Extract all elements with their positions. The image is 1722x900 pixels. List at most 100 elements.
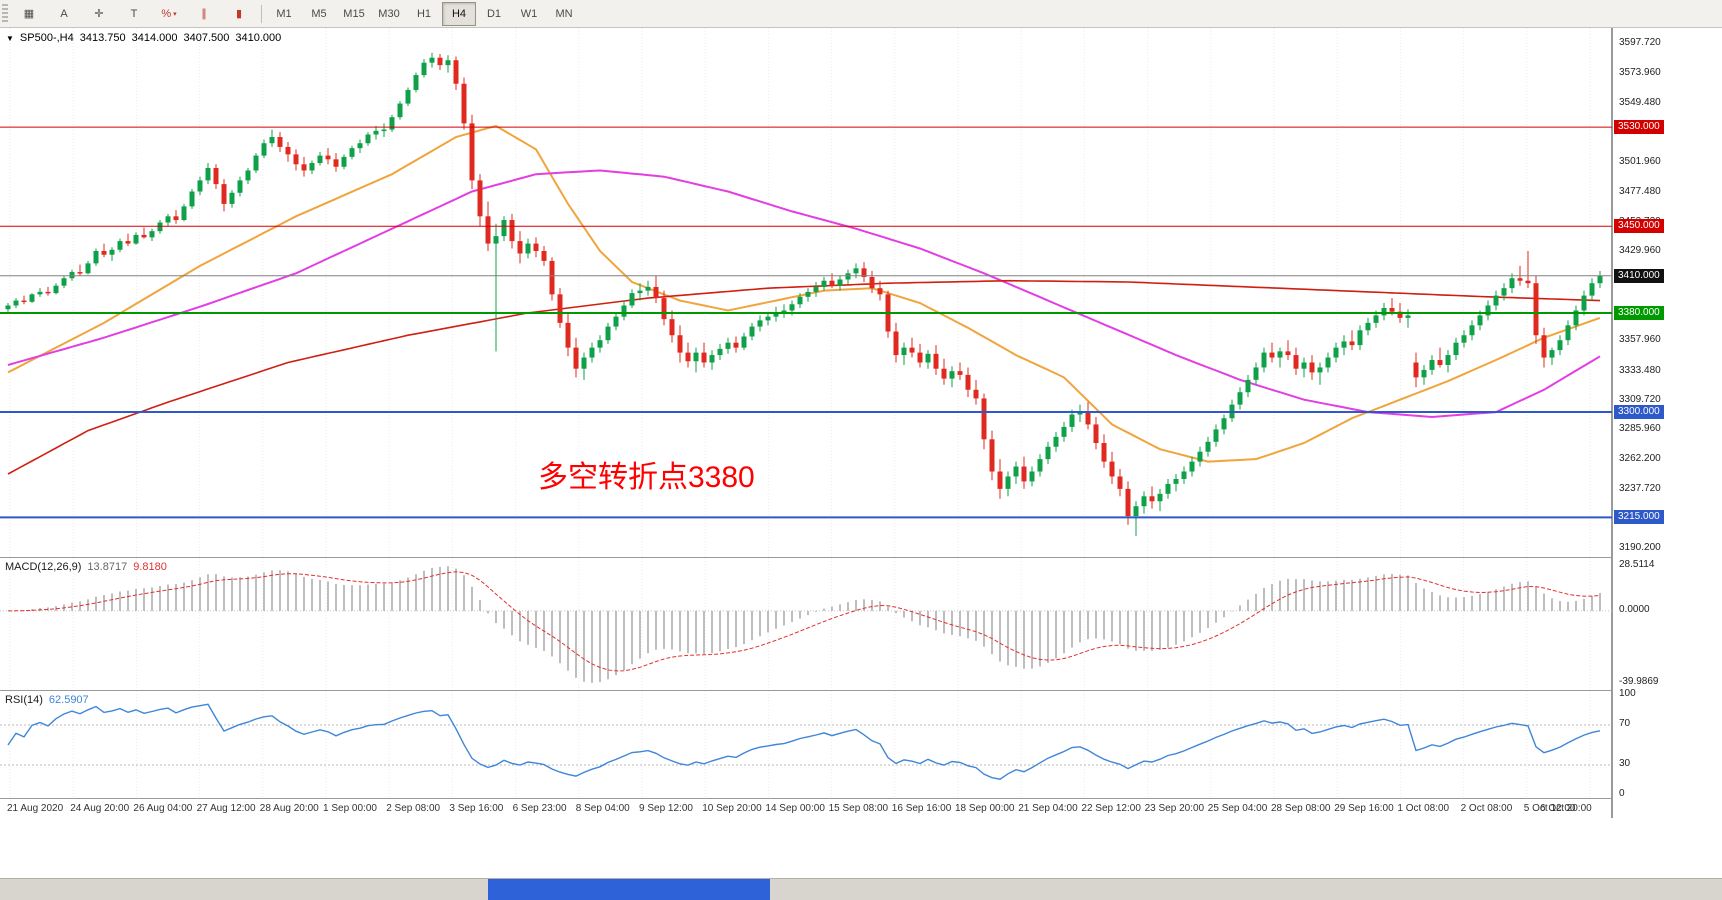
- text-tool-button[interactable]: T: [117, 2, 151, 26]
- rsi-chart-canvas[interactable]: [0, 691, 1612, 799]
- taskbar: [0, 878, 1722, 900]
- price-chart-panel[interactable]: ▼ SP500-,H4 3413.750 3414.000 3407.500 3…: [0, 28, 1612, 557]
- macd-main-value: 13.8717: [87, 561, 128, 573]
- timeframe-mn-button[interactable]: MN: [555, 7, 573, 20]
- timeframe-m1-button[interactable]: M1: [276, 7, 292, 20]
- timeframe-m30-button[interactable]: M30: [378, 7, 400, 20]
- candle-chart-type-button[interactable]: ▮: [222, 2, 256, 26]
- date-label: 5 Oct 12:00: [1523, 803, 1576, 814]
- macd-grid-layer: [0, 558, 1612, 691]
- macd-title: MACD(12,26,9): [5, 561, 82, 573]
- ohlc-high: 3414.000: [131, 32, 178, 44]
- timeframe-h4-button[interactable]: H4: [442, 1, 476, 26]
- date-label: 18 Sep 00:00: [955, 803, 1015, 814]
- date-label: 21 Sep 04:00: [1018, 803, 1078, 814]
- macd-signal-value: 9.8180: [133, 561, 167, 573]
- ohlc-low: 3407.500: [183, 32, 230, 44]
- rsi-line: [7, 703, 1601, 780]
- candlestick-chart-canvas[interactable]: [0, 28, 1612, 557]
- crosshair-icon: ✛: [94, 8, 104, 20]
- y-axis-tick: 3285.960: [1619, 423, 1661, 435]
- price-level-label: 3530.000: [1614, 120, 1664, 135]
- candle-chart-icon: ▮: [235, 8, 243, 20]
- y-axis-tick: 3573.960: [1619, 66, 1661, 78]
- y-axis-tick: 3333.480: [1619, 364, 1661, 376]
- price-level-label: 3450.000: [1614, 219, 1664, 234]
- date-label: 6 Sep 23:00: [512, 803, 567, 814]
- chevron-down-icon: ▾: [173, 10, 177, 18]
- ma-mid: [7, 169, 1601, 419]
- date-label: 24 Aug 20:00: [70, 803, 130, 814]
- symbol-timeframe-label: SP500-,H4: [19, 32, 74, 44]
- rsi-label: RSI(14) 62.5907: [5, 694, 89, 706]
- taskbar-active-item[interactable]: [488, 879, 770, 900]
- date-label: 10 Sep 20:00: [702, 803, 762, 814]
- date-label: 23 Sep 20:00: [1144, 803, 1205, 814]
- macd-axis-label: 0.0000: [1619, 603, 1650, 615]
- ohlc-open: 3413.750: [79, 32, 126, 44]
- timeframe-m5-button[interactable]: M5: [311, 7, 327, 20]
- date-label: 3 Sep 16:00: [449, 803, 504, 814]
- rsi-value: 62.5907: [48, 694, 89, 706]
- y-axis-tick: 3597.720: [1619, 37, 1661, 49]
- bar-chart-type-button[interactable]: ∥: [187, 2, 221, 26]
- date-label: 1 Oct 08:00: [1397, 803, 1450, 814]
- rsi-axis-label: 0: [1619, 788, 1625, 799]
- date-label: 2 Oct 08:00: [1460, 803, 1513, 814]
- macd-axis-label: -39.9869: [1619, 675, 1659, 687]
- crosshair-button[interactable]: ✛: [82, 2, 116, 26]
- macd-axis-label: 28.5114: [1619, 559, 1655, 571]
- date-label: 6 Oct 20:00: [1540, 803, 1592, 814]
- date-label: 8 Sep 04:00: [575, 803, 630, 814]
- y-axis-tick: 3309.720: [1619, 394, 1661, 405]
- rsi-grid-layer: [0, 691, 1612, 799]
- rsi-axis-label: 100: [1619, 688, 1636, 699]
- new-chart-button[interactable]: ▦: [12, 2, 46, 26]
- cursor-button[interactable]: A: [47, 2, 81, 26]
- price-axis[interactable]: 3597.7203573.9603549.4803525.7203501.960…: [1612, 28, 1722, 818]
- date-label: 25 Sep 04:00: [1207, 803, 1268, 814]
- chart-annotation-text: 多空转折点3380: [538, 461, 755, 494]
- macd-histogram-layer: [15, 566, 1601, 683]
- moving-averages-layer: [7, 124, 1601, 475]
- y-axis-tick: 3477.480: [1619, 186, 1661, 198]
- percent-scale-button[interactable]: % ▾: [152, 2, 186, 26]
- macd-indicator-panel[interactable]: MACD(12,26,9) 13.8717 9.8180: [0, 557, 1612, 691]
- chart-header: ▼ SP500-,H4 3413.750 3414.000 3407.500 3…: [6, 32, 281, 44]
- candles-layer: [5, 52, 1603, 536]
- date-label: 28 Aug 20:00: [259, 803, 319, 814]
- cursor-icon: A: [60, 7, 68, 20]
- timeframe-m15-button[interactable]: M15: [343, 7, 365, 20]
- toolbar-drag-handle[interactable]: [2, 3, 8, 24]
- price-level-label: 3300.000: [1614, 405, 1664, 420]
- ma-fast: [7, 124, 1601, 463]
- new-chart-icon: ▦: [23, 8, 35, 20]
- date-label: 22 Sep 12:00: [1081, 803, 1141, 814]
- date-label: 28 Sep 08:00: [1271, 803, 1331, 814]
- toolbar-separator: [261, 4, 262, 23]
- date-label: 29 Sep 16:00: [1334, 803, 1394, 814]
- y-axis-tick: 3501.960: [1619, 155, 1661, 167]
- level-lines-layer: [0, 126, 1612, 519]
- timeframe-d1-button[interactable]: D1: [486, 7, 502, 20]
- date-label: 15 Sep 08:00: [828, 803, 889, 814]
- macd-label: MACD(12,26,9) 13.8717 9.8180: [5, 561, 167, 573]
- percent-icon: %: [161, 7, 172, 20]
- timeframe-w1-button[interactable]: W1: [520, 7, 538, 20]
- toolbar: ▦ A ✛ T % ▾ ∥ ▮ M1 M5 M15 M30 H1 H4 D1 W1…: [0, 0, 1722, 28]
- timeframe-h1-button[interactable]: H1: [416, 7, 432, 20]
- y-axis-tick: 3357.960: [1619, 334, 1661, 346]
- time-axis[interactable]: 21 Aug 2020 24 Aug 20:00 26 Aug 04:00 27 Au…: [0, 798, 1612, 818]
- ohlc-close: 3410.000: [235, 32, 282, 44]
- bar-chart-icon: ∥: [201, 8, 207, 20]
- date-label: 1 Sep 00:00: [323, 803, 377, 814]
- y-axis-tick: 3237.720: [1619, 483, 1661, 495]
- current-price-label: 3410.000: [1614, 268, 1664, 283]
- macd-chart-canvas[interactable]: [0, 558, 1612, 691]
- rsi-axis-label: 70: [1619, 718, 1631, 729]
- y-axis-tick: 3190.200: [1619, 542, 1661, 554]
- y-axis-tick: 3262.200: [1619, 452, 1661, 464]
- rsi-indicator-panel[interactable]: RSI(14) 62.5907: [0, 690, 1612, 799]
- chart-dropdown-icon[interactable]: ▼: [6, 33, 14, 43]
- date-label: 16 Sep 16:00: [891, 803, 952, 814]
